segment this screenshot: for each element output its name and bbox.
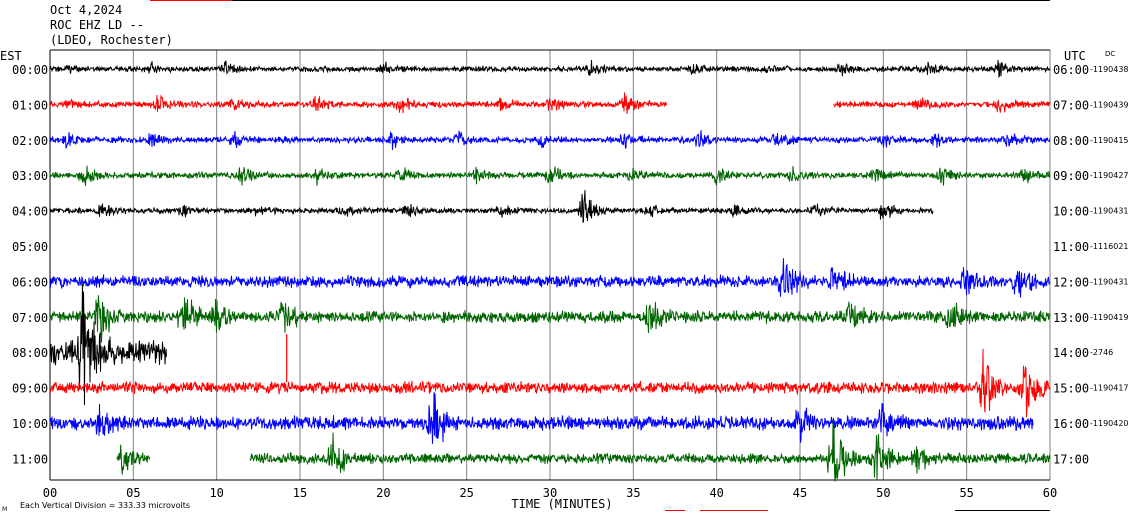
- trace-03:00: [49, 165, 1051, 187]
- x-tick-label-00: 00: [43, 486, 57, 500]
- est-time-label: 07:00: [12, 311, 48, 325]
- utc-time-label: 07:00: [1053, 98, 1089, 112]
- utc-time-label: 06:00: [1053, 63, 1089, 77]
- utc-time-label: 16:00: [1053, 417, 1089, 431]
- bottom-black-bar: [955, 510, 1050, 511]
- x-tick-label-30: 30: [543, 486, 557, 500]
- dc-offset-label: -1190427: [1090, 171, 1129, 180]
- dc-offset-label: -1190419: [1090, 313, 1129, 322]
- trace-02:00: [49, 130, 1051, 150]
- x-tick-label-15: 15: [293, 486, 307, 500]
- trace-07:00: [49, 295, 1051, 343]
- utc-time-label: 15:00: [1053, 382, 1089, 396]
- bottom-red-bar-1: [665, 510, 685, 511]
- dc-offset-label: -1190431: [1090, 207, 1129, 216]
- dc-offset-label: -1190415: [1090, 136, 1129, 145]
- x-axis-title: TIME (MINUTES): [511, 497, 612, 511]
- station-label: ROC EHZ LD --: [50, 18, 144, 32]
- est-time-label: 04:00: [12, 205, 48, 219]
- est-time-label: 06:00: [12, 275, 48, 289]
- trace-11:00: [249, 419, 1051, 482]
- est-time-label: 01:00: [12, 98, 48, 112]
- x-tick-label-10: 10: [209, 486, 223, 500]
- seismic-traces: [49, 59, 1051, 482]
- dc-label: DC: [1105, 50, 1115, 58]
- est-time-label: 00:00: [12, 63, 48, 77]
- trace-09:00: [49, 348, 1051, 418]
- utc-time-label: 12:00: [1053, 275, 1089, 289]
- trace-04:00: [49, 190, 934, 224]
- footer-mark: M: [2, 506, 7, 513]
- x-tick-label-55: 55: [959, 486, 973, 500]
- dc-offset-label: -1190417: [1090, 384, 1129, 393]
- top-red-bar: [150, 0, 232, 1]
- trace-01:00: [49, 92, 667, 114]
- top-black-bar: [232, 0, 1050, 1]
- utc-zone-label: UTC: [1064, 49, 1086, 63]
- trace-01:00-b: [833, 97, 1051, 113]
- x-tick-label-45: 45: [793, 486, 807, 500]
- est-time-label: 09:00: [12, 382, 48, 396]
- x-tick-label-20: 20: [376, 486, 390, 500]
- vertical-division-note: Each Vertical Division = 333.33 microvol…: [20, 501, 190, 510]
- dc-offset-label: -2746: [1090, 348, 1113, 357]
- x-tick-label-35: 35: [626, 486, 640, 500]
- bottom-red-bar-2: [700, 510, 768, 511]
- est-time-label: 08:00: [12, 346, 48, 360]
- dc-offset-label: -1190431: [1090, 277, 1129, 286]
- est-time-label: 11:00: [12, 452, 48, 466]
- trace-08:00: [49, 283, 167, 406]
- minute-grid: [49, 49, 1051, 481]
- trace-10:00: [49, 392, 1034, 444]
- utc-time-label: 10:00: [1053, 205, 1089, 219]
- utc-time-label: 13:00: [1053, 311, 1089, 325]
- x-tick-label-05: 05: [126, 486, 140, 500]
- est-time-label: 02:00: [12, 134, 48, 148]
- x-tick-label-25: 25: [459, 486, 473, 500]
- network-label: (LDEO, Rochester): [50, 33, 173, 47]
- dc-offset-label: -1116021: [1090, 242, 1129, 251]
- x-tick-label-50: 50: [876, 486, 890, 500]
- est-time-label: 05:00: [12, 240, 48, 254]
- trace-00:00: [49, 59, 1051, 79]
- time-axis: 00 05 10 15 20 25 30 35 40 45 50 55 60 TIME (MINUTES)…: [2, 486, 1057, 513]
- est-time-label: 10:00: [12, 417, 48, 431]
- dc-offset-label: -1190439: [1090, 100, 1129, 109]
- est-time-label: 03:00: [12, 169, 48, 183]
- trace-06:00: [49, 258, 1050, 298]
- utc-time-label: 17:00: [1053, 452, 1089, 466]
- dc-offset-label: -1190438: [1090, 65, 1129, 74]
- utc-time-label: 14:00: [1053, 346, 1089, 360]
- utc-time-label: 09:00: [1053, 169, 1089, 183]
- dc-offset-label: -1190420: [1090, 419, 1129, 428]
- utc-time-label: 08:00: [1053, 134, 1089, 148]
- trace-11:00-pre-0: [116, 444, 151, 475]
- date-label: Oct 4,2024: [50, 3, 123, 17]
- utc-time-label: 11:00: [1053, 240, 1089, 254]
- est-zone-label: EST: [0, 49, 22, 63]
- x-tick-label-60: 60: [1043, 486, 1057, 500]
- x-tick-label-40: 40: [709, 486, 723, 500]
